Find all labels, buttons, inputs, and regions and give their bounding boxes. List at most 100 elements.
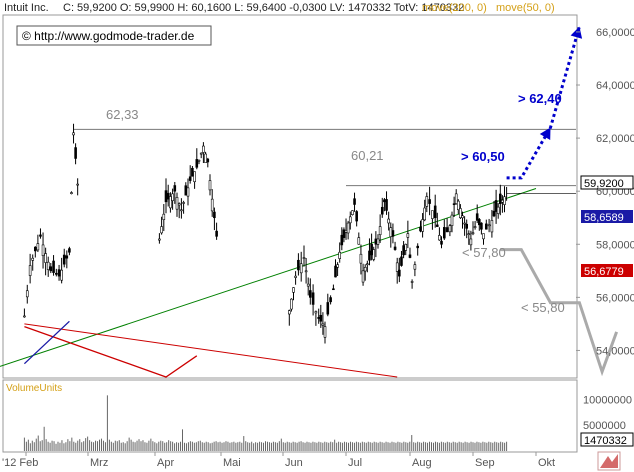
watermark-text: © http://www.godmode-trader.de <box>22 29 195 43</box>
close-price-box <box>580 175 634 190</box>
price-bar-body <box>197 159 201 162</box>
ma50-price-box <box>581 210 633 223</box>
price-bar-body <box>484 223 488 230</box>
price-bar-body <box>62 254 66 265</box>
price-bar-body <box>378 226 382 236</box>
price-bar-body <box>400 256 403 266</box>
price-bar-body <box>184 185 188 196</box>
price-axis-label: 54,0000 <box>596 345 634 357</box>
price-bar-body <box>44 253 47 263</box>
price-bar-body <box>188 176 192 181</box>
price-bar-body <box>204 153 207 164</box>
price-bar-body <box>171 193 174 201</box>
watermark-box <box>16 25 212 46</box>
header-ma200-label: move(200, 0) <box>422 2 487 14</box>
price-bar-body <box>467 233 471 235</box>
price-bar-body <box>28 265 32 276</box>
price-bar-body <box>70 192 73 195</box>
price-axis-label: 64,0000 <box>596 80 634 92</box>
volume-layer <box>23 395 508 451</box>
price-bar-body <box>410 281 414 283</box>
price-bar-body <box>480 222 483 230</box>
price-bar-body <box>357 237 361 245</box>
price-bar-body <box>173 185 177 192</box>
price-bar-body <box>31 257 35 261</box>
price-bar-body <box>475 213 479 221</box>
price-bar-body <box>55 272 58 275</box>
x-axis-label: Mrz <box>90 457 108 469</box>
annotation-high-1: 62,33 <box>106 107 139 122</box>
volume-axis-label: 5000000 <box>583 420 626 432</box>
ma200-line <box>24 325 198 378</box>
annotation-support-2: < 55,80 <box>521 300 565 315</box>
ma200-price-value: 56,6779 <box>584 266 624 278</box>
price-bar-body <box>463 222 466 225</box>
price-bar-body <box>177 203 181 206</box>
price-panel-frame <box>2 14 578 379</box>
bullish-projection-path <box>506 26 581 180</box>
price-bar-body <box>334 265 337 278</box>
price-bar-body <box>440 240 443 245</box>
volume-panel-label: VolumeUnits <box>6 383 62 394</box>
price-bar-body <box>448 225 452 233</box>
price-bar-body <box>342 229 346 238</box>
price-bar-body <box>376 238 380 245</box>
x-axis-label: '12 Feb <box>2 457 38 469</box>
price-bar-body <box>158 238 161 241</box>
price-bar-body <box>374 238 378 245</box>
price-bar-body <box>332 288 335 291</box>
price-bar-body <box>421 219 424 232</box>
bearish-projection-path <box>500 248 619 377</box>
price-bar-body <box>454 193 458 204</box>
price-bar-body <box>175 197 179 210</box>
header-instrument: Intuit Inc. <box>4 2 49 14</box>
price-bar-body <box>416 245 420 249</box>
price-bar-body <box>351 210 354 216</box>
price-bar-body <box>419 226 422 232</box>
price-bar-body <box>329 297 332 303</box>
ma50-price-value: 58,6589 <box>584 212 624 224</box>
x-axis-label: Sep <box>475 457 495 469</box>
price-bar-body <box>304 270 308 273</box>
header-ma50-label: move(50, 0) <box>496 2 555 14</box>
price-axis-label: 66,0000 <box>596 27 634 39</box>
price-bar-body <box>182 202 185 204</box>
price-bar-body <box>210 198 214 212</box>
price-bar-body <box>433 205 437 219</box>
price-bar-body <box>355 211 358 222</box>
x-axis-label: Aug <box>412 457 432 469</box>
price-bar-body <box>68 248 71 253</box>
price-bar-body <box>423 207 427 221</box>
price-bar-body <box>52 260 55 273</box>
price-bar-body <box>36 243 40 251</box>
price-bar-body <box>387 218 390 224</box>
price-bar-body <box>302 257 306 259</box>
price-layer <box>0 26 619 378</box>
price-bar-body <box>206 158 210 163</box>
price-bar-body <box>471 232 475 235</box>
price-bar-body <box>299 263 303 274</box>
price-bar-body <box>193 171 196 183</box>
price-bar-body <box>166 192 170 200</box>
ma50-line <box>23 320 70 365</box>
price-bar-body <box>72 132 75 136</box>
price-bar-body <box>344 230 348 233</box>
price-bar-body <box>308 290 312 298</box>
price-bar-body <box>413 264 417 270</box>
price-bar-body <box>65 255 69 259</box>
volume-panel-frame <box>2 379 578 453</box>
price-bar-body <box>33 246 37 252</box>
price-bar-body <box>39 234 42 237</box>
price-bar-body <box>359 253 363 264</box>
price-bar-body <box>361 270 365 283</box>
price-bar-body <box>57 269 61 277</box>
price-bar-body <box>199 152 203 155</box>
close-price-value: 59,9200 <box>584 178 624 190</box>
price-bar-body <box>169 196 172 209</box>
price-bar-body <box>294 275 297 278</box>
uptrend-trend-line <box>0 188 537 367</box>
price-bar-body <box>321 323 325 326</box>
price-bar-body <box>494 200 498 212</box>
annotation-target-1: > 60,50 <box>461 149 505 164</box>
price-bar-body <box>346 222 350 234</box>
